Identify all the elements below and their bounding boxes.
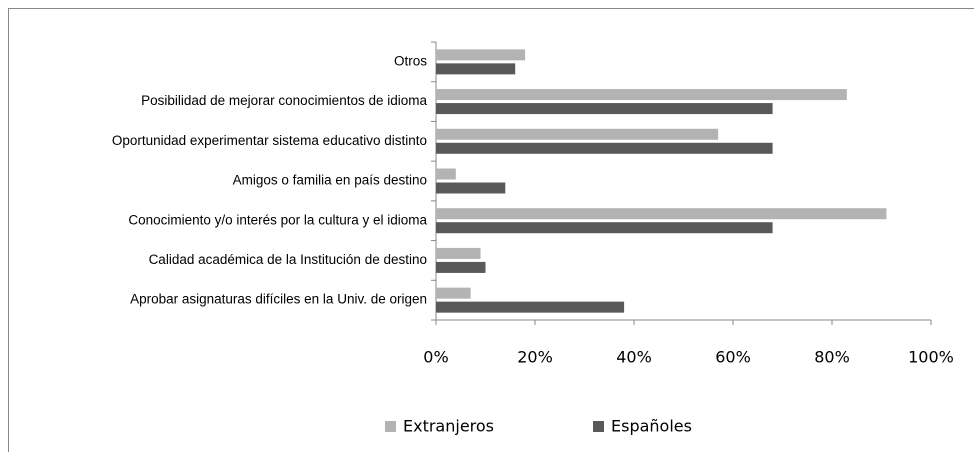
category-label: Aprobar asignaturas difíciles en la Univ… xyxy=(130,292,427,307)
bar xyxy=(436,222,773,233)
category-label: Otros xyxy=(394,53,427,68)
bar xyxy=(436,183,505,194)
bar xyxy=(436,248,481,259)
legend-label: Españoles xyxy=(611,417,692,436)
x-tick-label: 100% xyxy=(908,348,954,367)
bar xyxy=(436,169,456,180)
bar xyxy=(436,262,486,273)
category-label: Conocimiento y/o interés por la cultura … xyxy=(128,212,427,227)
bar xyxy=(436,129,718,140)
category-label: Oportunidad experimentar sistema educati… xyxy=(112,133,427,148)
bar xyxy=(436,89,847,100)
x-tick-label: 80% xyxy=(814,348,850,367)
bar xyxy=(436,288,471,299)
bar xyxy=(436,302,624,313)
x-tick-label: 40% xyxy=(616,348,652,367)
legend-swatch xyxy=(593,421,604,432)
x-tick-label: 60% xyxy=(715,348,751,367)
legend-label: Extranjeros xyxy=(403,417,494,436)
category-label: Amigos o familia en país destino xyxy=(233,173,427,188)
legend-swatch xyxy=(385,421,396,432)
bar xyxy=(436,143,773,154)
bar xyxy=(436,103,773,114)
x-tick-label: 0% xyxy=(423,348,448,367)
category-label: Posibilidad de mejorar conocimientos de … xyxy=(141,93,427,108)
x-tick-label: 20% xyxy=(517,348,553,367)
bar xyxy=(436,208,886,219)
category-label: Calidad académica de la Institución de d… xyxy=(149,252,427,267)
bar xyxy=(436,63,515,74)
bar xyxy=(436,49,525,60)
